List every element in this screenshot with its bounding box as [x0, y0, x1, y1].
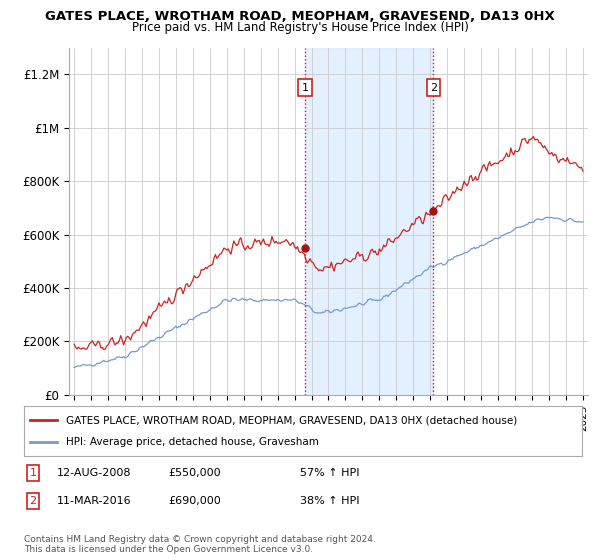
- Text: £690,000: £690,000: [168, 496, 221, 506]
- Text: GATES PLACE, WROTHAM ROAD, MEOPHAM, GRAVESEND, DA13 0HX: GATES PLACE, WROTHAM ROAD, MEOPHAM, GRAV…: [45, 10, 555, 23]
- Text: Price paid vs. HM Land Registry's House Price Index (HPI): Price paid vs. HM Land Registry's House …: [131, 21, 469, 34]
- Text: 1: 1: [29, 468, 37, 478]
- Text: 12-AUG-2008: 12-AUG-2008: [57, 468, 131, 478]
- Bar: [305, 48, 433, 395]
- Text: 1: 1: [302, 83, 308, 92]
- Text: £550,000: £550,000: [168, 468, 221, 478]
- Text: 11-MAR-2016: 11-MAR-2016: [57, 496, 131, 506]
- Text: 38% ↑ HPI: 38% ↑ HPI: [300, 496, 359, 506]
- Text: GATES PLACE, WROTHAM ROAD, MEOPHAM, GRAVESEND, DA13 0HX (detached house): GATES PLACE, WROTHAM ROAD, MEOPHAM, GRAV…: [66, 415, 517, 425]
- Text: 57% ↑ HPI: 57% ↑ HPI: [300, 468, 359, 478]
- Text: 2: 2: [29, 496, 37, 506]
- Text: Contains HM Land Registry data © Crown copyright and database right 2024.
This d: Contains HM Land Registry data © Crown c…: [24, 535, 376, 554]
- Text: 2: 2: [430, 83, 437, 92]
- Text: HPI: Average price, detached house, Gravesham: HPI: Average price, detached house, Grav…: [66, 437, 319, 447]
